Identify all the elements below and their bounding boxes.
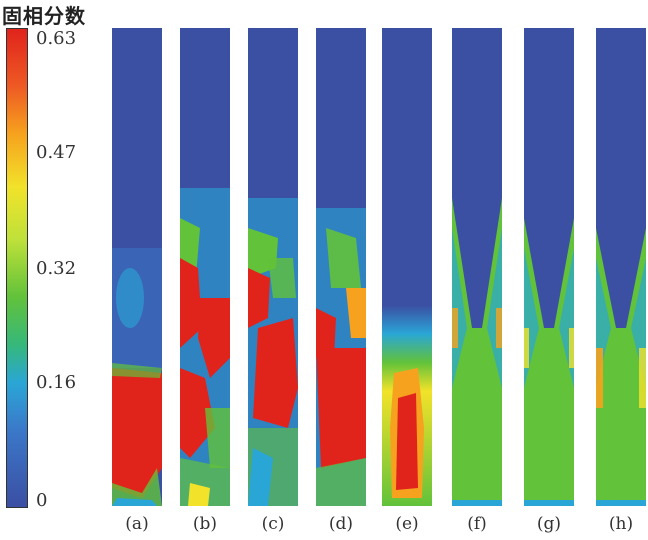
colorbar [6,28,28,508]
panel-g [524,28,574,506]
panel-h-label: (h) [608,514,634,534]
panel-h [596,28,646,506]
panel-f-label: (f) [467,514,487,534]
panel-e [382,28,432,506]
panel-e-image [382,28,432,506]
colorbar-tick-016: 0.16 [36,372,77,393]
colorbar-tick-max: 0.63 [36,28,77,49]
panel-c-label: (c) [261,514,285,534]
panel-c-image [248,28,298,506]
panel-g-image [524,28,574,506]
panel-d-label: (d) [328,514,354,534]
panel-a [112,28,162,506]
colorbar-tick-032: 0.32 [36,258,77,279]
panel-h-image [596,28,646,506]
panel-g-label: (g) [536,514,562,534]
panel-a-image [112,28,162,506]
panel-d-image [316,28,366,506]
panel-b [180,28,230,506]
panel-b-label: (b) [192,514,218,534]
panel-d [316,28,366,506]
panel-a-label: (a) [125,514,149,534]
panel-c [248,28,298,506]
colorbar-title: 固相分数 [2,4,86,28]
panel-e-label: (e) [395,514,419,534]
panel-f [452,28,502,506]
colorbar-tick-047: 0.47 [36,142,77,163]
panel-b-image [180,28,230,506]
panel-f-image [452,28,502,506]
colorbar-tick-min: 0 [36,490,48,511]
